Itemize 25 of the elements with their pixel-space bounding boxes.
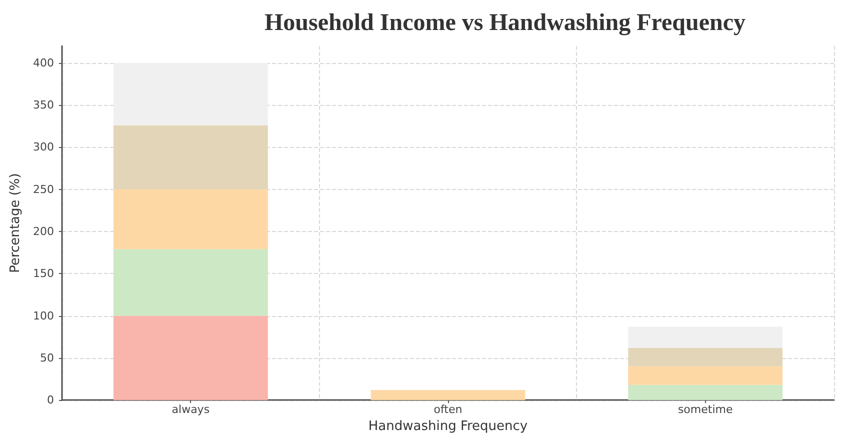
- bar: [628, 366, 783, 385]
- y-axis-title: Percentage (%): [8, 173, 24, 273]
- bar: [113, 189, 268, 250]
- x-axis-title: Handwashing Frequency: [368, 419, 528, 434]
- bar: [113, 316, 268, 400]
- y-tick-label: 300: [33, 140, 54, 154]
- y-tick-label: 400: [33, 56, 54, 70]
- y-tick-label: 150: [33, 267, 54, 280]
- y-tick-label: 100: [33, 309, 54, 322]
- bar: [370, 390, 526, 400]
- x-tick-label: often: [434, 403, 462, 416]
- y-tick-label: 50: [40, 351, 54, 364]
- bar: [628, 326, 783, 348]
- x-tick-label: always: [172, 403, 210, 416]
- bar: [113, 249, 268, 316]
- y-tick-label: 200: [33, 224, 54, 238]
- bar: [628, 348, 783, 366]
- chart-title: Household Income vs Handwashing Frequency: [264, 10, 746, 36]
- y-tick-label: 350: [33, 98, 54, 112]
- x-tick-label: sometime: [678, 403, 733, 416]
- bar: [628, 384, 783, 400]
- y-tick-label: 0: [47, 394, 54, 407]
- bar: [113, 62, 268, 126]
- y-tick-label: 250: [33, 182, 54, 196]
- bar: [113, 125, 268, 190]
